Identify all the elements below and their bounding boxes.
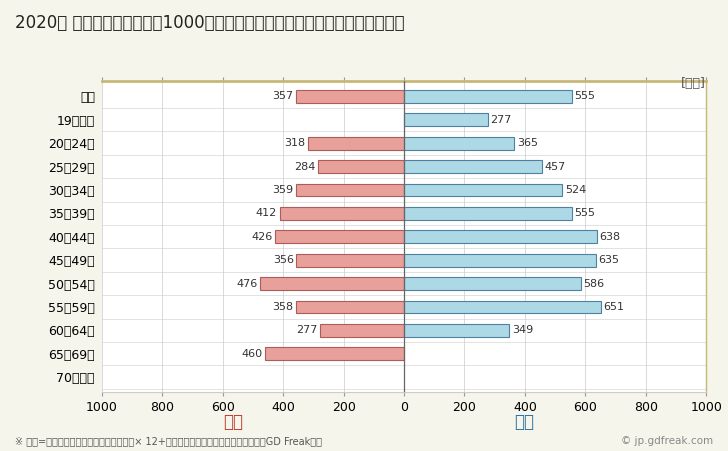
Text: © jp.gdfreak.com: © jp.gdfreak.com	[621, 437, 713, 446]
Text: 365: 365	[517, 138, 538, 148]
Text: 457: 457	[545, 161, 566, 171]
Bar	[296, 254, 404, 267]
Bar	[404, 137, 514, 150]
Bar	[308, 137, 404, 150]
Text: 586: 586	[584, 279, 605, 289]
Bar	[404, 230, 597, 243]
Text: 357: 357	[273, 92, 294, 101]
Bar	[404, 254, 596, 267]
Text: 460: 460	[242, 349, 263, 359]
Text: 2020年 民間企業（従業者数1000人以上）フルタイム労働者の男女別平均年収: 2020年 民間企業（従業者数1000人以上）フルタイム労働者の男女別平均年収	[15, 14, 404, 32]
Bar	[296, 184, 404, 197]
Bar	[404, 324, 510, 337]
Text: 358: 358	[272, 302, 293, 312]
Text: 651: 651	[603, 302, 624, 312]
Text: 359: 359	[272, 185, 293, 195]
Bar	[318, 160, 404, 173]
Bar	[260, 277, 404, 290]
Text: [万円]: [万円]	[681, 77, 706, 90]
Bar	[320, 324, 404, 337]
Text: 277: 277	[296, 325, 318, 336]
Text: 555: 555	[574, 208, 595, 218]
Text: 412: 412	[256, 208, 277, 218]
Text: 女性: 女性	[223, 413, 243, 431]
Text: 349: 349	[512, 325, 533, 336]
Text: 男性: 男性	[514, 413, 534, 431]
Bar	[280, 207, 404, 220]
Bar	[404, 300, 601, 313]
Bar	[404, 113, 488, 126]
Text: 638: 638	[599, 232, 620, 242]
Bar	[404, 277, 581, 290]
Text: 426: 426	[252, 232, 273, 242]
Text: 318: 318	[285, 138, 306, 148]
Text: ※ 年収=「きまって支給する現金給与額」× 12+「年間賞与その他特別給与額」としてGD Freak推計: ※ 年収=「きまって支給する現金給与額」× 12+「年間賞与その他特別給与額」と…	[15, 437, 322, 446]
Bar	[404, 160, 542, 173]
Bar	[404, 90, 571, 103]
Text: 356: 356	[273, 255, 294, 265]
Text: 284: 284	[294, 161, 316, 171]
Bar	[296, 300, 404, 313]
Text: 635: 635	[598, 255, 620, 265]
Text: 524: 524	[565, 185, 586, 195]
Bar	[404, 184, 562, 197]
Bar	[275, 230, 404, 243]
Text: 476: 476	[237, 279, 258, 289]
Bar	[296, 90, 404, 103]
Text: 555: 555	[574, 92, 595, 101]
Bar	[404, 207, 571, 220]
Text: 277: 277	[490, 115, 512, 125]
Bar	[265, 347, 404, 360]
